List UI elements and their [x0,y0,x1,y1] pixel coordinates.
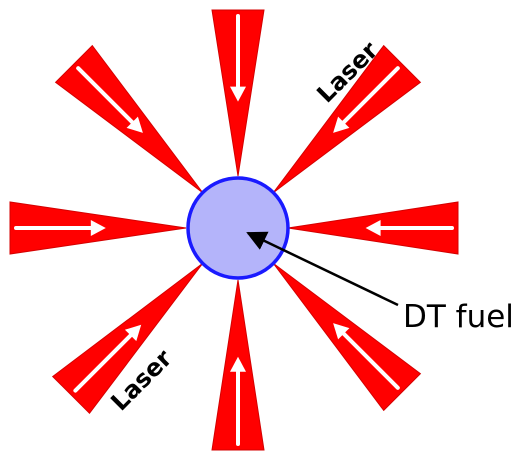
beam-bottom-right [273,263,422,412]
arrow-down-icon-head [230,86,246,102]
arrow-right-icon-head [90,220,106,236]
arrow-down-right-icon [76,66,138,128]
beam-bottom [211,279,265,451]
laser-beams [9,9,459,451]
beam-left [9,201,187,255]
arrow-up-right-icon [73,329,137,393]
arrow-left-icon-head [365,220,381,236]
beam-right [287,201,459,255]
beam-top-left [54,44,203,193]
fuel-label: DT fuel [403,299,514,335]
beam-top-right [273,44,422,193]
arrow-down-left-icon-head [333,116,350,133]
dt-fuel-pellet [186,176,290,280]
arrow-up-left-icon-head [333,323,350,340]
arrow-up-left-icon [338,328,400,390]
arrow-up-icon-head [230,356,246,372]
arrow-down-left-icon [338,66,400,128]
beam-bottom-left [51,263,203,415]
arrow-up-right-icon-head [124,324,142,342]
fuel-pointer-line [246,231,399,307]
beam-top [211,9,265,177]
arrow-down-right-icon-head [126,116,143,133]
